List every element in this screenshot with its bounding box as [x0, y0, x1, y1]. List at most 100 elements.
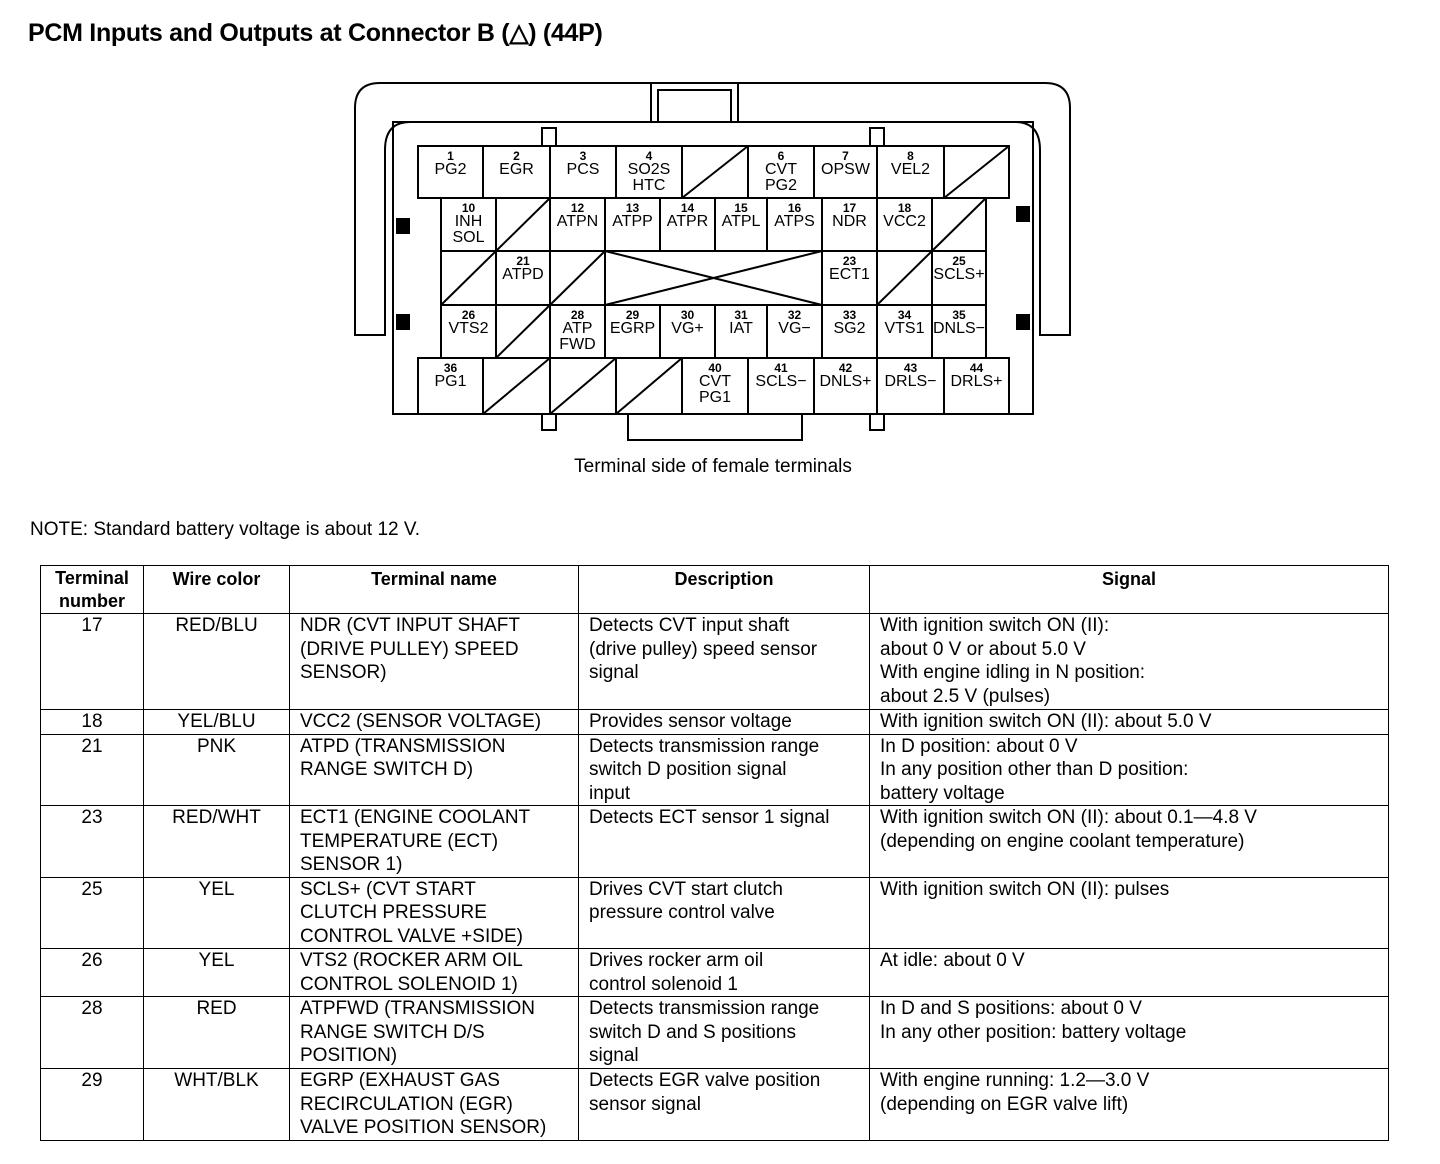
cell-signal: At idle: about 0 V — [869, 948, 1389, 997]
terminal-35: 35 DNLS− — [932, 305, 986, 358]
terminal-number: 21 — [516, 254, 530, 268]
connector-housing — [354, 82, 1071, 441]
unused-slash — [549, 357, 617, 415]
terminal-31: 31 IAT — [715, 305, 767, 358]
terminal-number: 44 — [969, 361, 984, 375]
cell-signal: With engine running: 1.2—3.0 V (dependin… — [869, 1068, 1389, 1141]
terminal-label: CVT PG2 — [764, 161, 797, 194]
terminal-3: 3 PCS — [550, 146, 616, 198]
unused-slash — [615, 357, 683, 415]
terminal-label: PCS — [566, 161, 600, 178]
cell-description: Drives CVT start clutch pressure control… — [578, 876, 870, 949]
connector-caption: Terminal side of female terminals — [574, 456, 852, 477]
terminal-label: ECT1 — [829, 266, 870, 283]
cell-wire-color: RED — [143, 996, 290, 1069]
cell-description: Detects EGR valve position sensor signal — [578, 1068, 870, 1141]
terminal-label: SCLS− — [755, 373, 807, 390]
terminal-label: SO2S HTC — [627, 161, 671, 194]
cell-description: Provides sensor voltage — [578, 709, 870, 735]
cell-signal: In D position: about 0 V In any position… — [869, 733, 1389, 806]
terminal-label: NDR — [832, 213, 867, 230]
terminal-number: 1 — [447, 149, 454, 163]
unused-slash — [943, 145, 1010, 199]
terminal-2: 2 EGR — [483, 146, 550, 198]
terminal-label: ATPN — [556, 213, 599, 230]
cell-wire-color: YEL/BLU — [143, 709, 290, 735]
terminal-number: 7 — [842, 149, 849, 163]
terminal-43: 43 DRLS− — [877, 358, 944, 414]
terminal-label: DNLS− — [932, 320, 986, 337]
cell-signal: With ignition switch ON (II): about 5.0 … — [869, 709, 1389, 735]
header-terminal-number: Terminal number — [40, 565, 144, 614]
terminal-25: 25 SCLS+ — [932, 251, 986, 305]
terminal-number: 18 — [897, 201, 912, 215]
cell-signal: In D and S positions: about 0 V In any o… — [869, 996, 1389, 1069]
table-row: 21 PNK ATPD (TRANSMISSION RANGE SWITCH D) D… — [40, 733, 1389, 806]
terminal-14: 14 ATPR — [660, 198, 715, 251]
cell-terminal-number: 26 — [40, 948, 144, 997]
cell-wire-color: YEL — [143, 876, 290, 949]
terminal-number: 13 — [625, 201, 640, 215]
top-latch-inner — [657, 89, 732, 123]
header-wire-color: Wire color — [143, 565, 290, 614]
terminal-number: 35 — [952, 308, 966, 322]
table-row: 29 WHT/BLK EGRP (EXHAUST GAS RECIRCULATION… — [40, 1068, 1389, 1141]
unused-slash — [876, 250, 933, 306]
terminal-29: 29 EGRP — [605, 305, 660, 358]
terminal-label: IAT — [729, 320, 753, 337]
cell-terminal-name: EGRP (EXHAUST GAS RECIRCULATION (EGR) VA… — [289, 1068, 579, 1141]
unused-cross — [604, 250, 823, 306]
terminal-label: VCC2 — [883, 213, 926, 230]
terminal-number: 28 — [570, 308, 585, 322]
table-row: 17 RED/BLU NDR (CVT INPUT SHAFT (DRIVE PUL… — [40, 613, 1389, 710]
terminal-label: SCLS+ — [933, 266, 985, 283]
terminal-number: 31 — [734, 308, 748, 322]
cell-description: Detects transmission range switch D and … — [578, 996, 870, 1069]
cell-description: Drives rocker arm oil control solenoid 1 — [578, 948, 870, 997]
terminal-label: INH SOL — [452, 213, 485, 246]
terminal-4: 4 SO2S HTC — [616, 146, 682, 198]
terminal-label: VTS2 — [448, 320, 489, 337]
terminal-26: 26 VTS2 — [441, 305, 496, 358]
terminal-number: 16 — [787, 201, 802, 215]
cell-terminal-number: 17 — [40, 613, 144, 710]
terminal-label: ATPP — [612, 213, 653, 230]
terminal-number: 6 — [777, 149, 785, 163]
terminal-number: 26 — [461, 308, 476, 322]
terminal-28: 28 ATP FWD — [550, 305, 605, 358]
unused-slash — [931, 197, 987, 252]
terminal-1: 1 PG2 — [418, 146, 483, 198]
cell-terminal-number: 25 — [40, 876, 144, 949]
terminal-15: 15 ATPL — [715, 198, 767, 251]
terminal-36: 36 PG1 — [418, 358, 483, 414]
top-latch — [650, 82, 739, 123]
terminal-table: Terminal number Wire color Terminal name… — [40, 565, 1389, 1141]
terminal-21: 21 ATPD — [496, 251, 550, 305]
terminal-label: ATPD — [502, 266, 544, 283]
terminal-label: VTS1 — [884, 320, 925, 337]
unused-slash — [495, 304, 551, 359]
cell-terminal-name: ATPD (TRANSMISSION RANGE SWITCH D) — [289, 733, 579, 806]
terminal-41: 41 SCLS− — [748, 358, 814, 414]
terminal-34: 34 VTS1 — [877, 305, 932, 358]
terminal-number: 17 — [842, 201, 857, 215]
terminal-16: 16 ATPS — [767, 198, 822, 251]
terminal-number: 34 — [897, 308, 912, 322]
cell-terminal-number: 18 — [40, 709, 144, 735]
unused-slash — [681, 145, 749, 199]
terminal-number: 14 — [680, 201, 695, 215]
terminal-label: SG2 — [833, 320, 866, 337]
terminal-label: OPSW — [821, 161, 870, 178]
cell-description: Detects ECT sensor 1 signal — [578, 805, 870, 878]
terminal-label: VG− — [778, 320, 811, 337]
terminal-label: CVT PG1 — [698, 373, 731, 406]
terminal-number: 36 — [443, 361, 458, 375]
table-row: 25 YEL SCLS+ (CVT START CLUTCH PRESSURE CO… — [40, 876, 1389, 949]
table-row: 18 YEL/BLU VCC2 (SENSOR VOLTAGE) Provides s… — [40, 709, 1389, 735]
terminal-number: 33 — [842, 308, 857, 322]
cell-terminal-name: ATPFWD (TRANSMISSION RANGE SWITCH D/S PO… — [289, 996, 579, 1069]
cell-terminal-name: ECT1 (ENGINE COOLANT TEMPERATURE (ECT) S… — [289, 805, 579, 878]
cell-terminal-number: 29 — [40, 1068, 144, 1141]
terminal-13: 13 ATPP — [605, 198, 660, 251]
table-row: 28 RED ATPFWD (TRANSMISSION RANGE SWITCH D… — [40, 996, 1389, 1069]
